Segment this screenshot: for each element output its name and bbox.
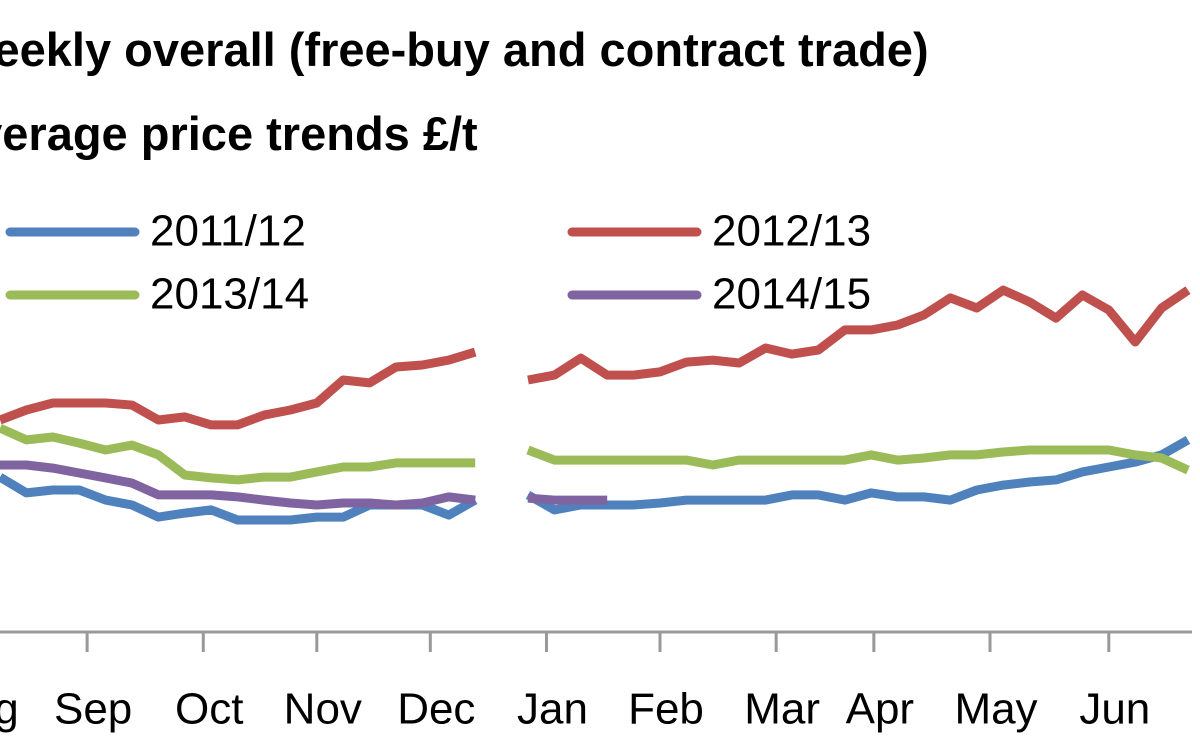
x-tick-label: Oct — [175, 685, 243, 734]
legend-label: 2013/14 — [150, 270, 309, 319]
x-tick-label: Sep — [54, 685, 132, 734]
legend-label: 2014/15 — [712, 270, 871, 319]
legend-label: 2011/12 — [150, 207, 306, 256]
x-tick-label: Dec — [397, 685, 475, 734]
x-tick-label: Jan — [517, 685, 588, 734]
x-tick-label: May — [954, 685, 1037, 734]
x-tick-label: Feb — [628, 685, 704, 734]
series-line — [0, 285, 1191, 430]
series-line — [0, 460, 608, 510]
chart-title: Weekly overall (free-buy and contract tr… — [0, 23, 929, 160]
x-tick-label: Aug — [0, 685, 19, 734]
x-tick-label: Jun — [1079, 685, 1150, 734]
legend-label: 2012/13 — [712, 207, 871, 256]
x-tick-label: Nov — [284, 685, 362, 734]
series-line — [0, 423, 1190, 485]
x-tick-label: Mar — [744, 685, 820, 734]
x-tick-label: Apr — [846, 685, 914, 734]
